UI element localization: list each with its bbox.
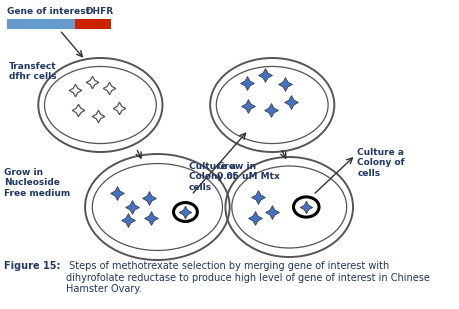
Text: Transfect
dfhr cells: Transfect dfhr cells — [9, 62, 56, 81]
FancyBboxPatch shape — [7, 19, 75, 29]
Text: Gene of interest: Gene of interest — [7, 7, 90, 16]
Text: Culture a
Colony of
cells: Culture a Colony of cells — [189, 162, 236, 192]
Text: Grow in
0.05 uM Mtx: Grow in 0.05 uM Mtx — [217, 162, 280, 181]
Text: Grow in
Nucleoside
Free medium: Grow in Nucleoside Free medium — [4, 168, 71, 198]
FancyBboxPatch shape — [75, 19, 111, 29]
Text: Steps of methotrexate selection by merging gene of interest with
dihyrofolate re: Steps of methotrexate selection by mergi… — [66, 261, 430, 294]
Text: Culture a
Colony of
cells: Culture a Colony of cells — [357, 148, 405, 178]
Text: Figure 15:: Figure 15: — [4, 261, 61, 271]
Text: DHFR: DHFR — [85, 7, 113, 16]
